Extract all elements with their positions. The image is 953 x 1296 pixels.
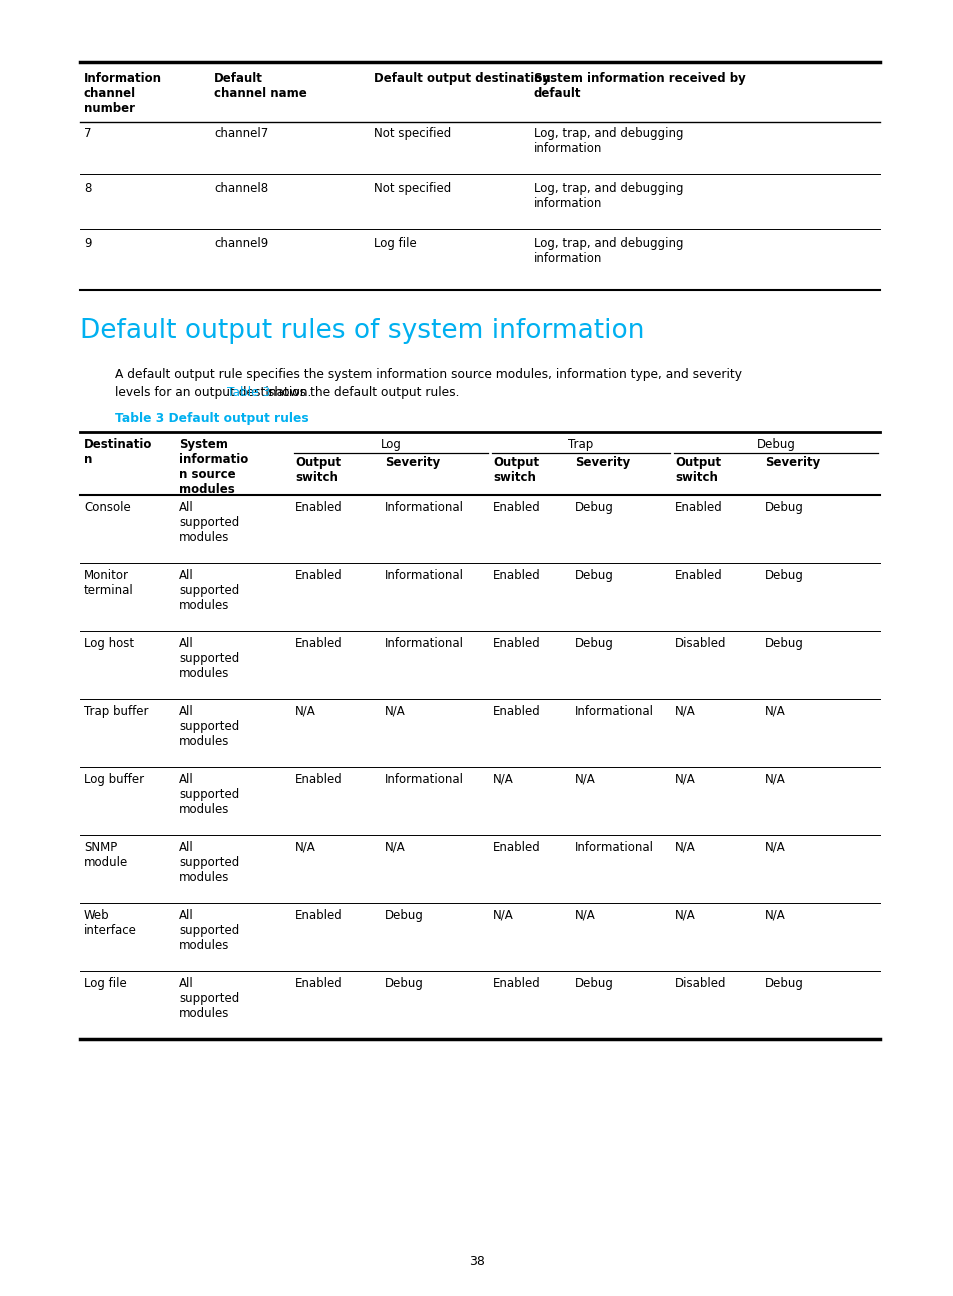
Text: 8: 8 (84, 181, 91, 194)
Text: Debug: Debug (764, 977, 803, 990)
Text: Default
channel name: Default channel name (213, 73, 307, 100)
Text: Debug: Debug (575, 638, 613, 651)
Text: Enabled: Enabled (294, 569, 342, 582)
Text: Enabled: Enabled (493, 502, 540, 515)
Text: Default output rules of system information: Default output rules of system informati… (80, 318, 644, 343)
Text: Informational: Informational (575, 705, 654, 718)
Text: All
supported
modules: All supported modules (179, 841, 239, 884)
Text: N/A: N/A (385, 705, 405, 718)
Text: Enabled: Enabled (294, 908, 342, 921)
Text: N/A: N/A (294, 841, 315, 854)
Text: Trap: Trap (568, 438, 593, 451)
Text: Not specified: Not specified (374, 181, 451, 194)
Text: Informational: Informational (575, 841, 654, 854)
Text: 9: 9 (84, 237, 91, 250)
Text: Enabled: Enabled (493, 841, 540, 854)
Text: Debug: Debug (575, 502, 613, 515)
Text: System information received by
default: System information received by default (534, 73, 745, 100)
Text: N/A: N/A (575, 772, 595, 785)
Text: Default output destination: Default output destination (374, 73, 550, 86)
Text: Trap buffer: Trap buffer (84, 705, 149, 718)
Text: N/A: N/A (675, 705, 695, 718)
Text: SNMP
module: SNMP module (84, 841, 128, 870)
Text: All
supported
modules: All supported modules (179, 705, 239, 748)
Text: Log file: Log file (374, 237, 416, 250)
Text: Enabled: Enabled (294, 977, 342, 990)
Text: N/A: N/A (575, 908, 595, 921)
Text: Log, trap, and debugging
information: Log, trap, and debugging information (534, 237, 682, 264)
Text: System
informatio
n source
modules: System informatio n source modules (179, 438, 248, 496)
Text: Information
channel
number: Information channel number (84, 73, 162, 115)
Text: All
supported
modules: All supported modules (179, 908, 239, 953)
Text: Enabled: Enabled (675, 569, 722, 582)
Text: Enabled: Enabled (493, 638, 540, 651)
Text: channel8: channel8 (213, 181, 268, 194)
Text: Debug: Debug (575, 977, 613, 990)
Text: Enabled: Enabled (294, 638, 342, 651)
Text: Debug: Debug (764, 502, 803, 515)
Text: N/A: N/A (764, 772, 785, 785)
Text: All
supported
modules: All supported modules (179, 977, 239, 1020)
Text: channel9: channel9 (213, 237, 268, 250)
Text: Debug: Debug (756, 438, 795, 451)
Text: Log host: Log host (84, 638, 134, 651)
Text: N/A: N/A (675, 908, 695, 921)
Text: N/A: N/A (493, 908, 514, 921)
Text: Debug: Debug (385, 908, 423, 921)
Text: Enabled: Enabled (294, 772, 342, 785)
Text: N/A: N/A (764, 908, 785, 921)
Text: Disabled: Disabled (675, 977, 726, 990)
Text: Monitor
terminal: Monitor terminal (84, 569, 133, 597)
Text: Enabled: Enabled (493, 977, 540, 990)
Text: shows the default output rules.: shows the default output rules. (264, 386, 459, 399)
Text: 38: 38 (469, 1255, 484, 1267)
Text: A default output rule specifies the system information source modules, informati: A default output rule specifies the syst… (115, 368, 741, 381)
Text: Console: Console (84, 502, 131, 515)
Text: Output
switch: Output switch (493, 456, 538, 483)
Text: Enabled: Enabled (493, 569, 540, 582)
Text: 7: 7 (84, 127, 91, 140)
Text: Enabled: Enabled (675, 502, 722, 515)
Text: Log file: Log file (84, 977, 127, 990)
Text: All
supported
modules: All supported modules (179, 638, 239, 680)
Text: Log, trap, and debugging
information: Log, trap, and debugging information (534, 127, 682, 156)
Text: Severity: Severity (385, 456, 439, 469)
Text: N/A: N/A (764, 705, 785, 718)
Text: Informational: Informational (385, 502, 463, 515)
Text: Debug: Debug (764, 569, 803, 582)
Text: Web
interface: Web interface (84, 908, 136, 937)
Text: Output
switch: Output switch (675, 456, 720, 483)
Text: Log: Log (380, 438, 401, 451)
Text: Log, trap, and debugging
information: Log, trap, and debugging information (534, 181, 682, 210)
Text: Informational: Informational (385, 638, 463, 651)
Text: N/A: N/A (675, 772, 695, 785)
Text: Informational: Informational (385, 569, 463, 582)
Text: Destinatio
n: Destinatio n (84, 438, 152, 467)
Text: All
supported
modules: All supported modules (179, 569, 239, 612)
Text: N/A: N/A (493, 772, 514, 785)
Text: Table 3: Table 3 (227, 386, 270, 399)
Text: Enabled: Enabled (294, 502, 342, 515)
Text: Debug: Debug (764, 638, 803, 651)
Text: Severity: Severity (575, 456, 630, 469)
Text: Output
switch: Output switch (294, 456, 341, 483)
Text: Severity: Severity (764, 456, 820, 469)
Text: Informational: Informational (385, 772, 463, 785)
Text: Table 3 Default output rules: Table 3 Default output rules (115, 412, 309, 425)
Text: Not specified: Not specified (374, 127, 451, 140)
Text: N/A: N/A (385, 841, 405, 854)
Text: Debug: Debug (385, 977, 423, 990)
Text: Log buffer: Log buffer (84, 772, 144, 785)
Text: N/A: N/A (675, 841, 695, 854)
Text: levels for an output destination.: levels for an output destination. (115, 386, 314, 399)
Text: Debug: Debug (575, 569, 613, 582)
Text: channel7: channel7 (213, 127, 268, 140)
Text: Enabled: Enabled (493, 705, 540, 718)
Text: Disabled: Disabled (675, 638, 726, 651)
Text: All
supported
modules: All supported modules (179, 772, 239, 816)
Text: All
supported
modules: All supported modules (179, 502, 239, 544)
Text: N/A: N/A (764, 841, 785, 854)
Text: N/A: N/A (294, 705, 315, 718)
